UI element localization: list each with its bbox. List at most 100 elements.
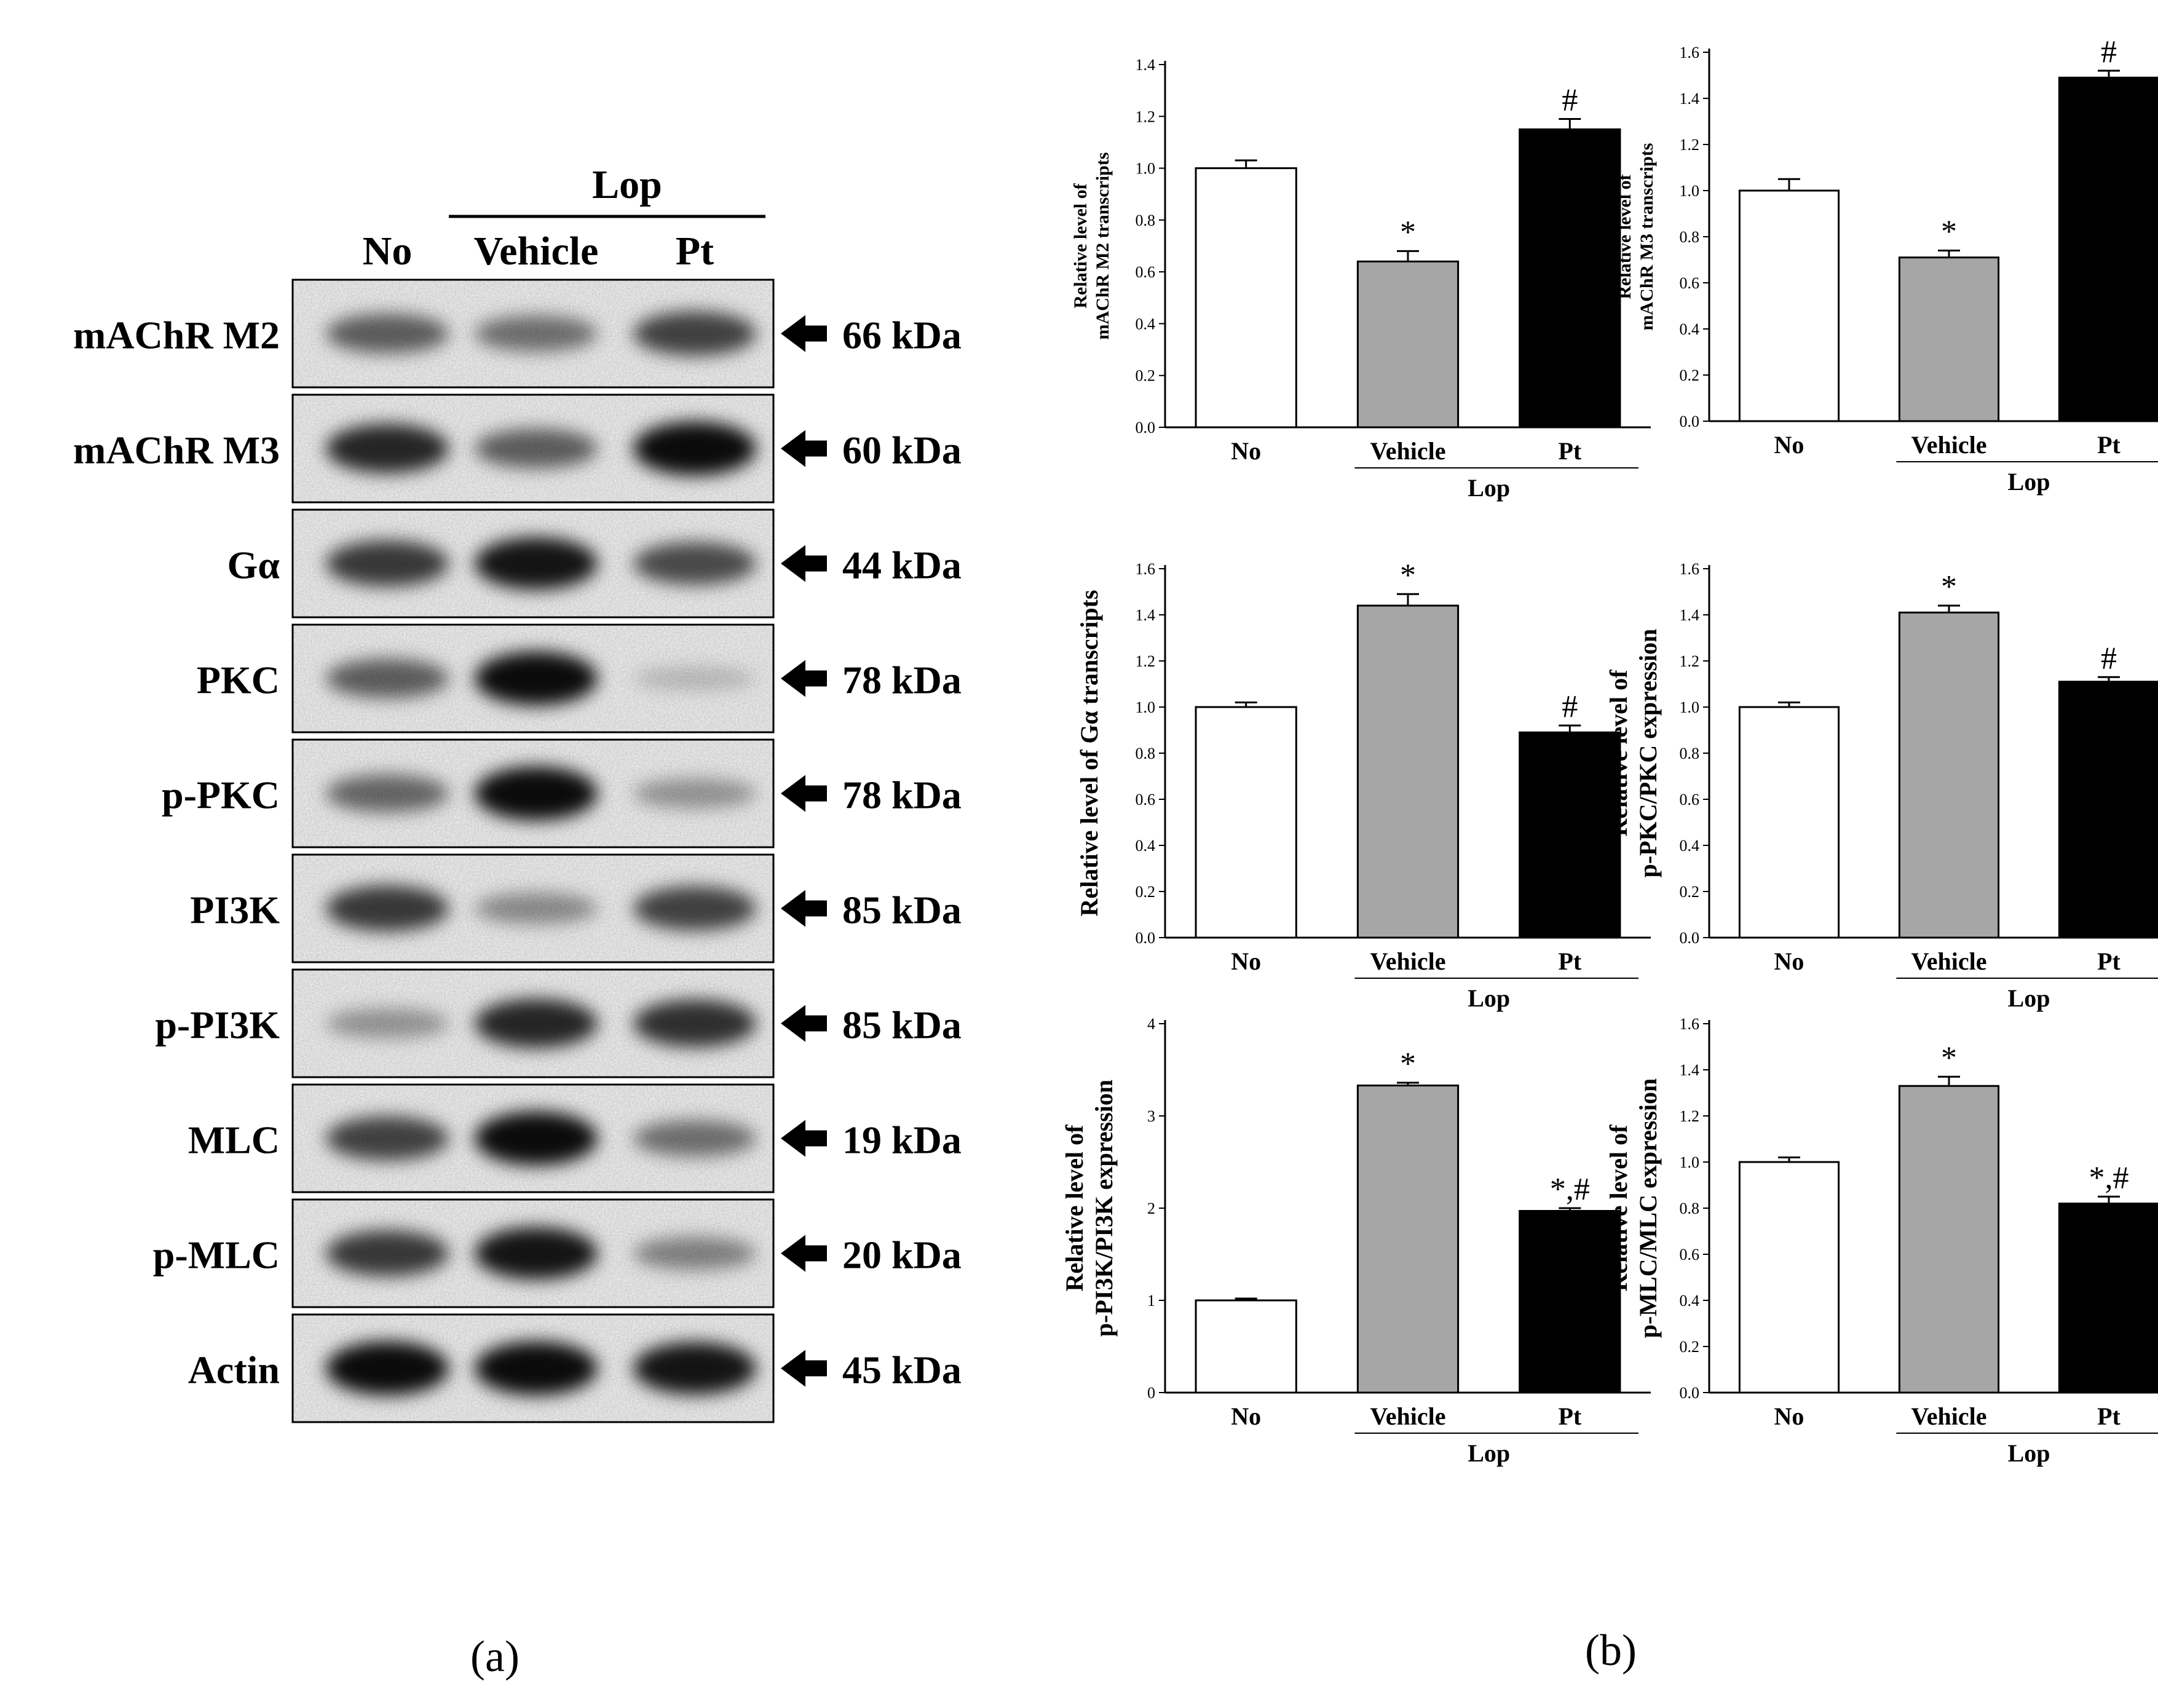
y-axis-label: Relative level of <box>1070 183 1091 308</box>
blot-row-g: Gα 44 kDa <box>227 508 962 619</box>
protein-label: Actin <box>188 1348 280 1392</box>
category-label-no: No <box>1231 947 1261 975</box>
bar-vehicle <box>1356 260 1460 429</box>
band-pkc-vehicle <box>475 651 598 706</box>
bar-pt <box>2058 76 2158 422</box>
chart-1: 0.0 0.2 0.4 0.6 0.8 1.0 1.2 1.4 Relative level o… <box>1070 56 1651 502</box>
arrow-left-icon <box>781 1005 827 1042</box>
bar-no <box>1195 1299 1297 1394</box>
significance-mark-vehicle: * <box>1941 1040 1957 1075</box>
bar-no <box>1738 706 1840 939</box>
blot-row-pi3k: PI3K 85 kDa <box>190 853 962 963</box>
band-mlc-no <box>326 1116 449 1161</box>
bar-no <box>1738 189 1840 422</box>
y-tick-label: 0.2 <box>1136 883 1156 901</box>
significance-mark-pt: # <box>1562 689 1578 724</box>
significance-mark-pt: # <box>2101 641 2117 676</box>
significance-mark-vehicle: * <box>1941 569 1957 604</box>
y-tick-label: 1.2 <box>1680 136 1700 154</box>
category-label-vehicle: Vehicle <box>1911 431 1987 459</box>
y-axis-label: mAChR M2 transcripts <box>1093 152 1113 340</box>
bar-vehicle <box>1898 1085 2000 1394</box>
blot-row-pkc: PKC 78 kDa <box>197 623 962 733</box>
band-machr-m3-no <box>326 424 449 473</box>
molecular-weight-label: 85 kDa <box>842 888 962 932</box>
y-tick-label: 3 <box>1147 1107 1155 1125</box>
y-tick-label: 1.2 <box>1680 1107 1700 1125</box>
significance-mark-pt: # <box>2101 34 2117 69</box>
group-label: Lop <box>2008 984 2050 1012</box>
blot-row-machr-m3: mAChR M3 60 kDa <box>73 393 962 504</box>
arrow-left-icon <box>781 315 827 352</box>
y-axis-label: Relative level of <box>1061 1125 1088 1292</box>
band-p-pi3k-vehicle <box>475 998 598 1048</box>
band-pi3k-pt <box>633 886 756 931</box>
bar-vehicle <box>1356 604 1460 939</box>
y-tick-label: 1.4 <box>1136 56 1156 74</box>
protein-label: mAChR M3 <box>73 429 280 472</box>
y-axis-label: Relative level of <box>1615 173 1635 299</box>
protein-label: Gα <box>227 544 280 587</box>
group-label: Lop <box>1468 474 1510 502</box>
y-tick-label: 0.4 <box>1680 320 1700 338</box>
panel-b-label: (b) <box>1585 1626 1637 1675</box>
band-actin-vehicle <box>475 1341 598 1396</box>
bar-pt <box>1519 128 1621 429</box>
y-tick-label: 1.4 <box>1136 606 1156 624</box>
category-label-pt: Pt <box>1558 947 1581 975</box>
band-p-mlc-vehicle <box>475 1227 598 1280</box>
significance-mark-vehicle: * <box>1400 558 1416 593</box>
y-tick-label: 0.0 <box>1680 1384 1700 1402</box>
y-tick-label: 0 <box>1147 1384 1155 1402</box>
y-axis-label: p-PI3K/PI3K expression <box>1090 1080 1118 1337</box>
y-tick-label: 1.6 <box>1680 1015 1700 1033</box>
significance-mark-pt: *,# <box>2089 1160 2129 1195</box>
y-tick-label: 0.2 <box>1680 366 1700 384</box>
y-tick-label: 0.6 <box>1680 1246 1700 1263</box>
band-mlc-pt <box>633 1120 756 1157</box>
y-tick-label: 1.0 <box>1136 160 1156 178</box>
molecular-weight-label: 44 kDa <box>842 544 962 587</box>
band-machr-m2-vehicle <box>475 315 598 352</box>
bar-no <box>1738 1161 1840 1394</box>
blot-row-p-mlc: p-MLC 20 kDa <box>153 1198 962 1308</box>
group-label: Lop <box>1468 1439 1510 1467</box>
y-tick-label: 4 <box>1147 1015 1155 1033</box>
y-axis-label: Relative level of <box>1605 670 1632 837</box>
category-label-pt: Pt <box>1558 1402 1581 1430</box>
protein-label: p-PKC <box>162 773 280 817</box>
y-tick-label: 1.0 <box>1680 1153 1700 1171</box>
band-mlc-vehicle <box>475 1111 598 1166</box>
western-blot-panel: Lop No Vehicle Pt mAChR M2 66 kDa mAChR M3… <box>73 162 962 1681</box>
bar-charts-panel: 0.0 0.2 0.4 0.6 0.8 1.0 1.2 1.4 Relative level o… <box>1061 34 2158 1467</box>
arrow-left-icon <box>781 1235 827 1272</box>
lop-group-label: Lop <box>592 162 662 207</box>
arrow-left-icon <box>781 1120 827 1157</box>
category-label-pt: Pt <box>2097 1402 2120 1430</box>
y-tick-label: 1.4 <box>1680 90 1700 108</box>
y-axis-label: mAChR M3 transcripts <box>1637 143 1657 331</box>
band-p-mlc-pt <box>633 1236 756 1270</box>
blot-strips: mAChR M2 66 kDa mAChR M3 60 kDa Gα 44 kDa PKC 7… <box>73 279 962 1423</box>
y-tick-label: 0.0 <box>1136 419 1156 437</box>
chart-2: 0.0 0.2 0.4 0.6 0.8 1.0 1.2 1.4 1.6 Relative leve… <box>1615 34 2158 496</box>
category-label-no: No <box>1774 947 1804 975</box>
band-actin-no <box>326 1341 449 1396</box>
molecular-weight-label: 66 kDa <box>842 314 962 357</box>
y-tick-label: 0.8 <box>1680 1200 1700 1217</box>
y-tick-label: 0.8 <box>1136 212 1156 229</box>
chart-3: 0.0 0.2 0.4 0.6 0.8 1.0 1.2 1.4 1.6 Relative leve… <box>1075 558 1651 1012</box>
y-tick-label: 0.8 <box>1680 745 1700 762</box>
y-tick-label: 0.6 <box>1680 274 1700 292</box>
band-machr-m3-pt <box>633 421 756 476</box>
y-tick-label: 1.0 <box>1680 182 1700 200</box>
bar-pt <box>2058 681 2158 939</box>
y-tick-label: 1.0 <box>1680 698 1700 716</box>
y-tick-label: 0.4 <box>1136 315 1156 333</box>
y-tick-label: 0.2 <box>1136 367 1156 385</box>
y-tick-label: 1.0 <box>1136 698 1156 716</box>
y-tick-label: 1.6 <box>1136 560 1156 578</box>
y-tick-label: 0.4 <box>1680 837 1700 855</box>
y-tick-label: 1.2 <box>1680 652 1700 670</box>
